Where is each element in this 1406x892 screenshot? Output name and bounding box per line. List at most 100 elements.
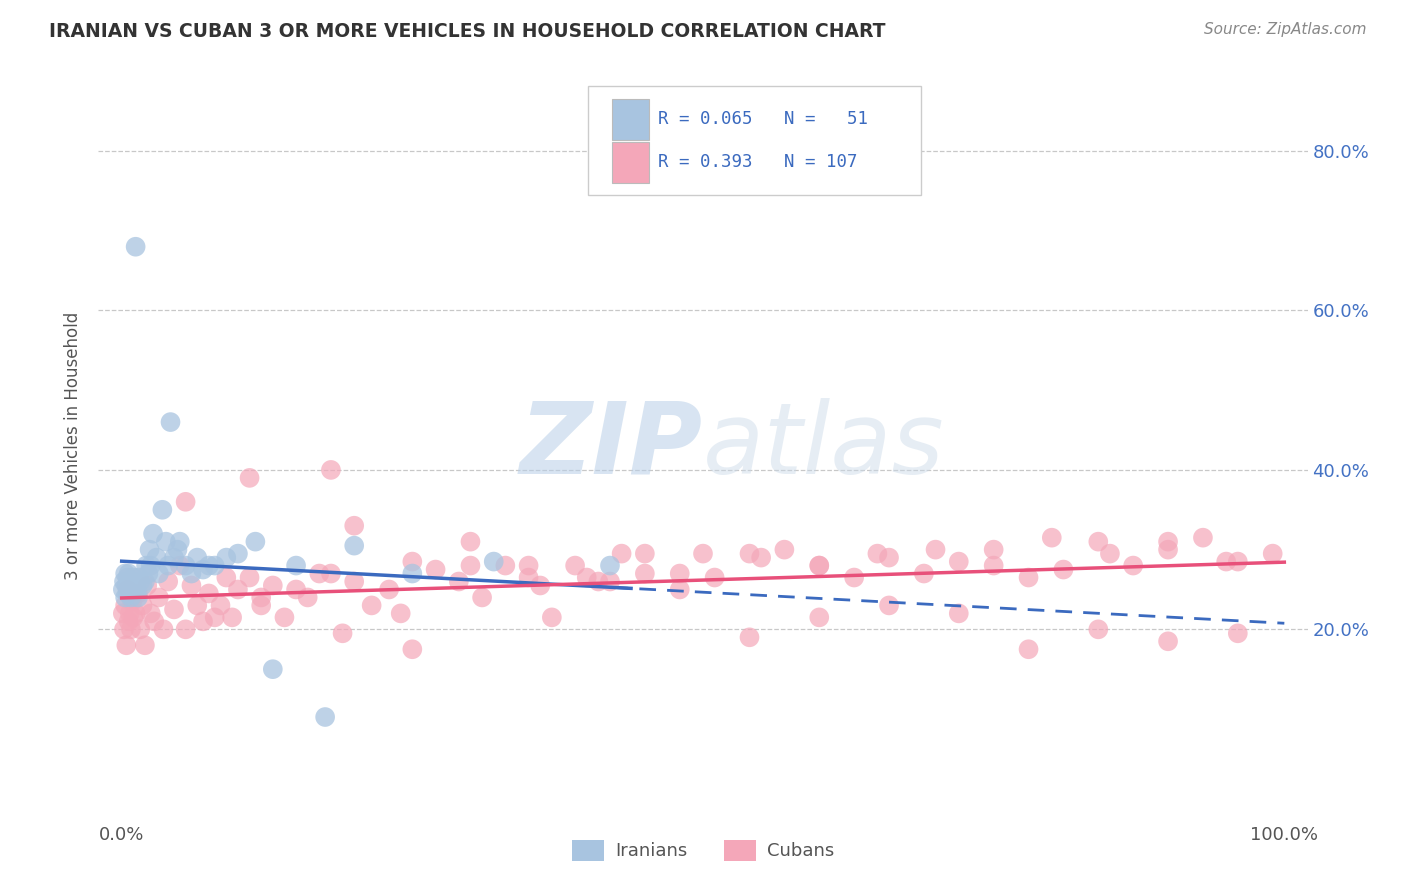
Text: R = 0.065   N =   51: R = 0.065 N = 51 xyxy=(658,110,869,128)
Point xyxy=(198,586,221,600)
Point xyxy=(389,607,412,621)
Point xyxy=(1052,563,1074,577)
Point xyxy=(1261,547,1284,561)
Text: IRANIAN VS CUBAN 3 OR MORE VEHICLES IN HOUSEHOLD CORRELATION CHART: IRANIAN VS CUBAN 3 OR MORE VEHICLES IN H… xyxy=(49,22,886,41)
Point xyxy=(314,710,336,724)
Text: atlas: atlas xyxy=(703,398,945,494)
Point xyxy=(668,566,690,581)
Point xyxy=(1226,626,1249,640)
Point xyxy=(163,550,186,565)
Point xyxy=(115,578,138,592)
Point xyxy=(1157,634,1180,648)
Point xyxy=(494,558,516,573)
Point xyxy=(401,555,423,569)
Point xyxy=(136,578,159,592)
Point xyxy=(983,542,1005,557)
Text: R = 0.393   N = 107: R = 0.393 N = 107 xyxy=(658,153,858,171)
Text: ZIP: ZIP xyxy=(520,398,703,494)
Point xyxy=(157,574,180,589)
Point xyxy=(599,574,621,589)
Point xyxy=(866,547,889,561)
Point xyxy=(226,582,249,597)
Point xyxy=(118,582,141,597)
Point xyxy=(948,607,970,621)
Point xyxy=(111,582,134,597)
Point xyxy=(447,574,470,589)
Point xyxy=(668,582,690,597)
Point xyxy=(471,591,494,605)
Point xyxy=(529,578,551,592)
Point xyxy=(138,566,160,581)
Point xyxy=(588,574,610,589)
Point xyxy=(118,607,141,621)
Point xyxy=(599,558,621,573)
Point xyxy=(575,570,598,584)
Point xyxy=(634,547,657,561)
Point xyxy=(245,534,267,549)
Point xyxy=(482,555,505,569)
Point xyxy=(118,566,141,581)
Point xyxy=(948,555,970,569)
Point xyxy=(163,602,186,616)
Point xyxy=(114,591,136,605)
Point xyxy=(114,599,136,613)
Point xyxy=(114,566,136,581)
Point xyxy=(924,542,946,557)
Point xyxy=(169,534,191,549)
Point xyxy=(174,623,197,637)
Point xyxy=(115,638,138,652)
Point xyxy=(808,558,831,573)
Y-axis label: 3 or more Vehicles in Household: 3 or more Vehicles in Household xyxy=(65,312,83,580)
Point xyxy=(120,623,142,637)
Point xyxy=(610,547,633,561)
Point xyxy=(174,558,197,573)
Point xyxy=(111,607,134,621)
Point xyxy=(262,578,284,592)
Point xyxy=(343,539,366,553)
Point xyxy=(139,607,162,621)
Point xyxy=(297,591,319,605)
Point xyxy=(360,599,382,613)
Point xyxy=(285,558,308,573)
Point xyxy=(239,471,262,485)
Point xyxy=(174,495,197,509)
Point xyxy=(226,547,249,561)
Point xyxy=(634,566,657,581)
Point xyxy=(1157,542,1180,557)
Point xyxy=(155,534,177,549)
Point xyxy=(1215,555,1237,569)
Point xyxy=(129,623,152,637)
Point xyxy=(180,566,202,581)
Point xyxy=(738,547,761,561)
FancyBboxPatch shape xyxy=(588,87,921,195)
Point xyxy=(517,570,540,584)
Point xyxy=(460,558,482,573)
Point xyxy=(749,550,772,565)
Point xyxy=(808,558,831,573)
Point xyxy=(148,566,170,581)
Point xyxy=(692,547,714,561)
Point xyxy=(540,610,562,624)
Point xyxy=(1087,623,1109,637)
Point xyxy=(134,638,156,652)
Point xyxy=(120,574,142,589)
Point xyxy=(262,662,284,676)
Point xyxy=(145,550,167,565)
Point xyxy=(1087,534,1109,549)
Point xyxy=(148,591,170,605)
Point xyxy=(517,558,540,573)
Point xyxy=(150,502,173,516)
Point xyxy=(131,599,153,613)
Point xyxy=(191,615,214,629)
Point xyxy=(273,610,295,624)
Point xyxy=(159,415,181,429)
Point xyxy=(877,550,900,565)
Point xyxy=(343,518,366,533)
Point xyxy=(125,582,148,597)
Point xyxy=(401,566,423,581)
Point xyxy=(1098,547,1121,561)
Point xyxy=(209,599,232,613)
Point xyxy=(128,570,150,584)
Point xyxy=(1192,531,1215,545)
Point xyxy=(250,599,273,613)
